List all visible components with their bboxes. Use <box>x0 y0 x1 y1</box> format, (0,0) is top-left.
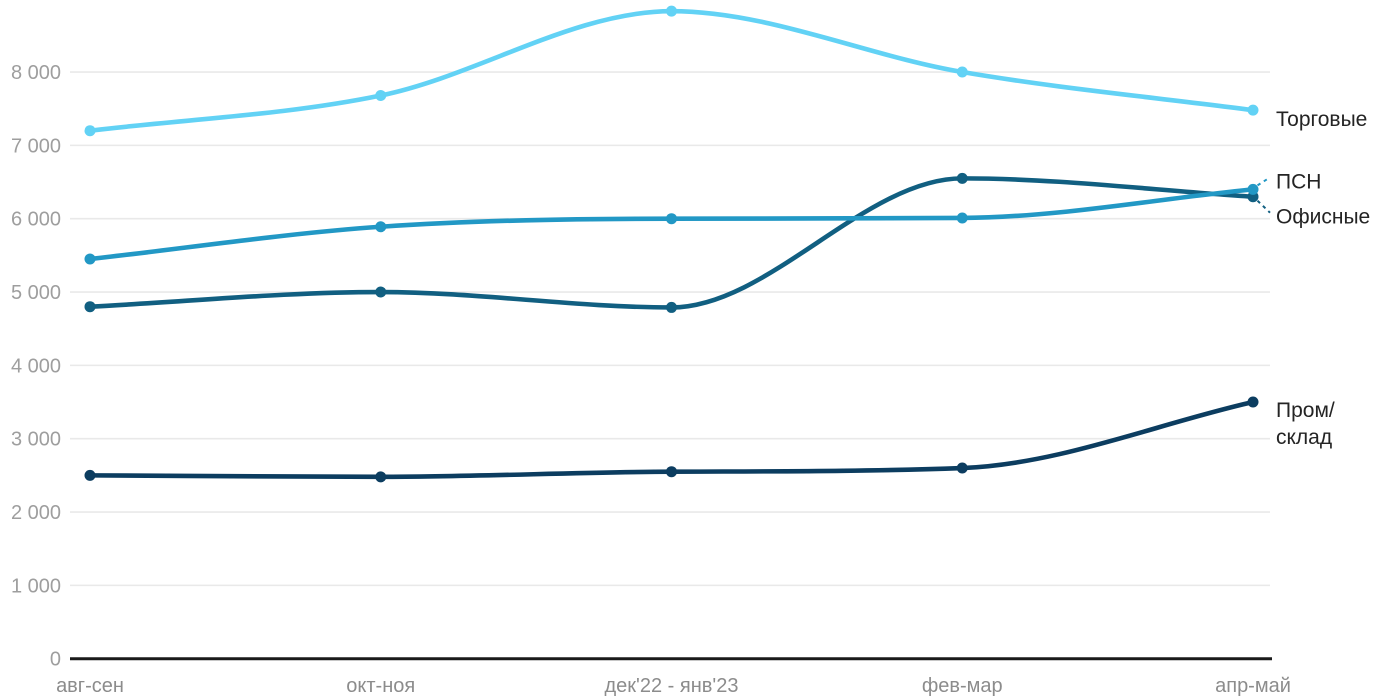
y-tick-label: 7 000 <box>11 135 61 157</box>
series-point-prom-sklad-2[interactable] <box>666 466 677 478</box>
x-tick-label-1: окт-ноя <box>346 675 415 697</box>
series-point-prom-sklad-3[interactable] <box>956 462 968 474</box>
series-point-ofisnye-0[interactable] <box>84 301 96 313</box>
y-tick-label: 6 000 <box>11 209 61 231</box>
x-tick-label-0: авг-сен <box>56 675 124 697</box>
y-tick-label: 3 000 <box>11 429 61 451</box>
series-point-torgovye-2[interactable] <box>666 5 677 17</box>
series-point-torgovye-1[interactable] <box>375 90 387 101</box>
y-tick-label: 8 000 <box>11 62 61 84</box>
series-point-psn-1[interactable] <box>375 221 387 233</box>
series-point-psn-4[interactable] <box>1247 183 1259 195</box>
y-tick-label: 4 000 <box>11 355 61 377</box>
series-label-torgovye: Торговые <box>1276 108 1367 131</box>
series-line-torgovye <box>87 8 1256 133</box>
series-line-ofisnye <box>87 176 1256 310</box>
series-label-ofisnye: Офисные <box>1276 206 1370 229</box>
y-tick-label: 5 000 <box>11 282 61 304</box>
series-point-ofisnye-2[interactable] <box>666 301 677 313</box>
label-leader-ofisnye <box>1256 199 1271 214</box>
y-tick-label: 0 <box>50 649 61 671</box>
y-tick-label: 1 000 <box>11 575 61 597</box>
series-point-torgovye-0[interactable] <box>84 125 96 137</box>
series-point-psn-0[interactable] <box>84 253 96 265</box>
series-point-torgovye-4[interactable] <box>1247 104 1259 116</box>
series-point-psn-3[interactable] <box>956 212 968 224</box>
series-point-psn-2[interactable] <box>666 213 677 225</box>
series-point-prom-sklad-4[interactable] <box>1247 396 1259 408</box>
series-point-prom-sklad-1[interactable] <box>375 471 387 483</box>
x-tick-label-2: дек'22 - янв'23 <box>605 675 739 697</box>
series-point-torgovye-3[interactable] <box>956 66 968 78</box>
series-point-ofisnye-1[interactable] <box>375 286 387 298</box>
label-leader-psn <box>1256 176 1271 187</box>
series-label-psn: ПСН <box>1276 170 1321 193</box>
y-tick-label: 2 000 <box>11 502 61 524</box>
series-point-prom-sklad-0[interactable] <box>84 469 96 481</box>
x-tick-label-4: апр-май <box>1215 675 1291 697</box>
series-point-ofisnye-3[interactable] <box>956 172 968 184</box>
x-tick-label-3: фев-мар <box>922 675 1003 697</box>
series-label-prom-sklad: Пром/склад <box>1276 399 1335 449</box>
